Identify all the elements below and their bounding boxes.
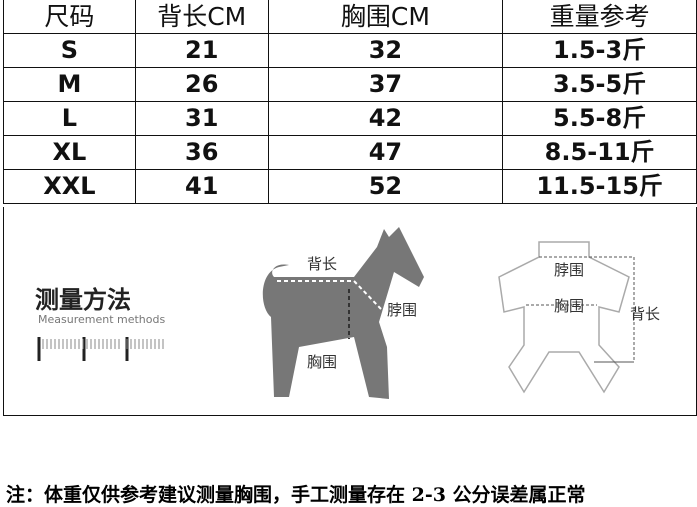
cell-weight: 1.5-3斤	[502, 33, 697, 68]
cell-chest: 42	[267, 101, 504, 136]
table-row: S 21 32 1.5-3斤	[3, 33, 697, 68]
table-header: 尺码 背长CM 胸围CM 重量参考	[3, 0, 697, 34]
measurement-panel: 测量方法 Measurement methods 背长 脖围 胸围 脖围 胸围 …	[3, 207, 697, 416]
cell-size: L	[3, 101, 136, 136]
cell-size: S	[3, 33, 136, 68]
ruler-icon	[37, 337, 164, 361]
cell-chest: 52	[267, 169, 504, 204]
header-size: 尺码	[3, 0, 136, 34]
garment-label-back: 背长	[630, 305, 660, 323]
dog-label-chest: 胸围	[307, 353, 337, 371]
dog-silhouette	[262, 227, 424, 399]
table-row: XXL 41 52 11.5-15斤	[3, 169, 697, 204]
cell-size: XL	[3, 135, 136, 170]
cell-back-length: 21	[134, 33, 269, 68]
cell-back-length: 36	[134, 135, 269, 170]
cell-back-length: 41	[134, 169, 269, 204]
cell-chest: 37	[267, 67, 504, 102]
cell-size: M	[3, 67, 136, 102]
header-chest: 胸围CM	[267, 0, 504, 34]
garment-label-chest: 胸围	[554, 297, 584, 315]
garment-outline	[498, 241, 630, 394]
table-row: XL 36 47 8.5-11斤	[3, 135, 697, 170]
note-text: 注：体重仅供参考建议测量胸围，手工测量存在 2-3 公分误差属正常	[6, 484, 586, 506]
measure-subtitle: Measurement methods	[38, 313, 166, 326]
cell-weight: 5.5-8斤	[502, 101, 697, 136]
table-row: L 31 42 5.5-8斤	[3, 101, 697, 136]
garment-label-neck: 脖围	[554, 261, 584, 279]
garment-diagram: 脖围 胸围 背长	[498, 241, 660, 394]
table-row: M 26 37 3.5-5斤	[3, 67, 697, 102]
cell-chest: 47	[267, 135, 504, 170]
header-weight: 重量参考	[502, 0, 697, 34]
dog-label-back: 背长	[307, 255, 337, 273]
cell-back-length: 26	[134, 67, 269, 102]
cell-back-length: 31	[134, 101, 269, 136]
cell-chest: 32	[267, 33, 504, 68]
dog-diagram: 背长 脖围 胸围	[262, 227, 424, 399]
measure-title: 测量方法	[35, 286, 131, 314]
cell-weight: 3.5-5斤	[502, 67, 697, 102]
cell-size: XXL	[3, 169, 136, 204]
header-back-length: 背长CM	[134, 0, 269, 34]
cell-weight: 8.5-11斤	[502, 135, 697, 170]
cell-weight: 11.5-15斤	[502, 169, 697, 204]
size-table: 尺码 背长CM 胸围CM 重量参考 S 21 32 1.5-3斤 M 26 37 3.5-5斤…	[3, 0, 697, 204]
dog-label-neck: 脖围	[387, 301, 417, 319]
